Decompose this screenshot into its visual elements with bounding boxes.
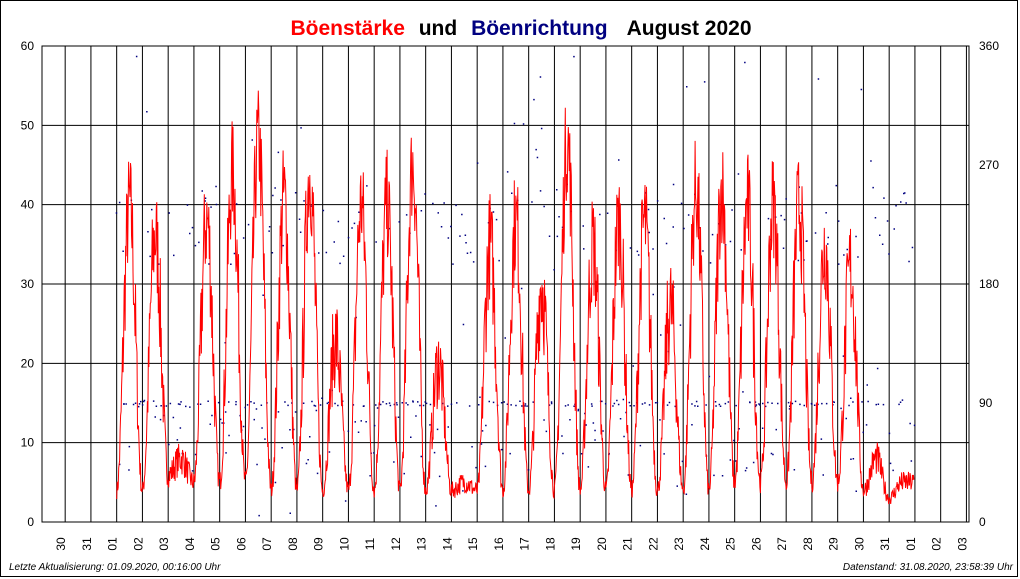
x-tick-label: 02 — [131, 537, 145, 551]
x-tick-label: 29 — [827, 537, 841, 551]
x-tick-label: 22 — [646, 537, 660, 551]
x-tick-label: 15 — [466, 537, 480, 551]
x-axis-ticks: 30 31 01 02 03 04 05 06 07 08 09 10 11 12 13 14 15 16 17 18… — [54, 537, 969, 551]
title-part-and: und — [419, 17, 457, 40]
x-tick-label: 13 — [415, 537, 429, 551]
x-tick-label: 05 — [209, 537, 223, 551]
title-part-gust-speed: Böenstärke — [291, 17, 405, 40]
x-tick-label: 03 — [157, 537, 171, 551]
x-tick-label: 25 — [724, 537, 738, 551]
x-tick-label: 08 — [286, 537, 300, 551]
right-tick-label: 0 — [979, 515, 986, 529]
speed-series-line — [116, 90, 915, 505]
x-tick-label: 17 — [518, 537, 532, 551]
last-update-note: Letzte Aktualisierung: 01.09.2020, 00:16… — [9, 562, 221, 573]
x-tick-label: 14 — [440, 537, 454, 551]
left-tick-label: 20 — [21, 356, 35, 370]
x-tick-label: 09 — [312, 537, 326, 551]
x-tick-label: 28 — [801, 537, 815, 551]
x-tick-label: 01 — [904, 537, 918, 551]
x-tick-label: 12 — [389, 537, 403, 551]
x-tick-label: 27 — [775, 537, 789, 551]
direction-series-points — [115, 55, 916, 517]
left-tick-label: 10 — [21, 436, 35, 450]
x-tick-label: 31 — [878, 537, 892, 551]
x-tick-label: 18 — [543, 537, 557, 551]
x-tick-label: 30 — [852, 537, 866, 551]
x-tick-label: 31 — [80, 537, 94, 551]
x-tick-label: 10 — [337, 537, 351, 551]
x-tick-label: 04 — [183, 537, 197, 551]
left-tick-label: 50 — [21, 118, 35, 132]
speed-line — [116, 90, 915, 505]
x-tick-label: 26 — [749, 537, 763, 551]
x-tick-label: 23 — [672, 537, 686, 551]
right-tick-label: 90 — [979, 396, 993, 410]
left-tick-label: 40 — [21, 198, 35, 212]
x-tick-label: 03 — [955, 537, 969, 551]
left-tick-label: 30 — [21, 277, 35, 291]
x-tick-label: 11 — [363, 537, 377, 550]
x-tick-label: 20 — [595, 537, 609, 551]
x-tick-label: 06 — [234, 537, 248, 551]
x-tick-label: 01 — [106, 537, 120, 551]
x-tick-label: 16 — [492, 537, 506, 551]
right-tick-label: 270 — [979, 158, 999, 172]
left-axis-ticks: 0 10 20 30 40 50 60 — [21, 39, 35, 529]
x-tick-label: 02 — [930, 537, 944, 551]
direction-scatter — [115, 55, 916, 517]
x-tick-label: 30 — [54, 537, 68, 551]
title-part-gust-direction: Böenrichtung — [471, 17, 608, 40]
x-tick-label: 07 — [260, 537, 274, 551]
data-status-note: Datenstand: 31.08.2020, 23:58:39 Uhr — [843, 562, 1014, 573]
right-tick-label: 180 — [979, 277, 999, 291]
plot-border — [41, 45, 970, 523]
x-tick-label: 21 — [621, 537, 635, 551]
left-tick-label: 60 — [21, 39, 35, 53]
x-tick-label: 24 — [698, 537, 712, 551]
title-part-month: August 2020 — [627, 17, 752, 40]
grid — [42, 45, 969, 523]
x-tick-label: 19 — [569, 537, 583, 551]
right-tick-label: 360 — [979, 39, 999, 53]
right-axis-ticks: 0 90 180 270 360 — [979, 39, 999, 529]
left-tick-label: 0 — [27, 515, 34, 529]
chart-title: Böenstärke und Böenrichtung August 2020 — [291, 17, 752, 40]
